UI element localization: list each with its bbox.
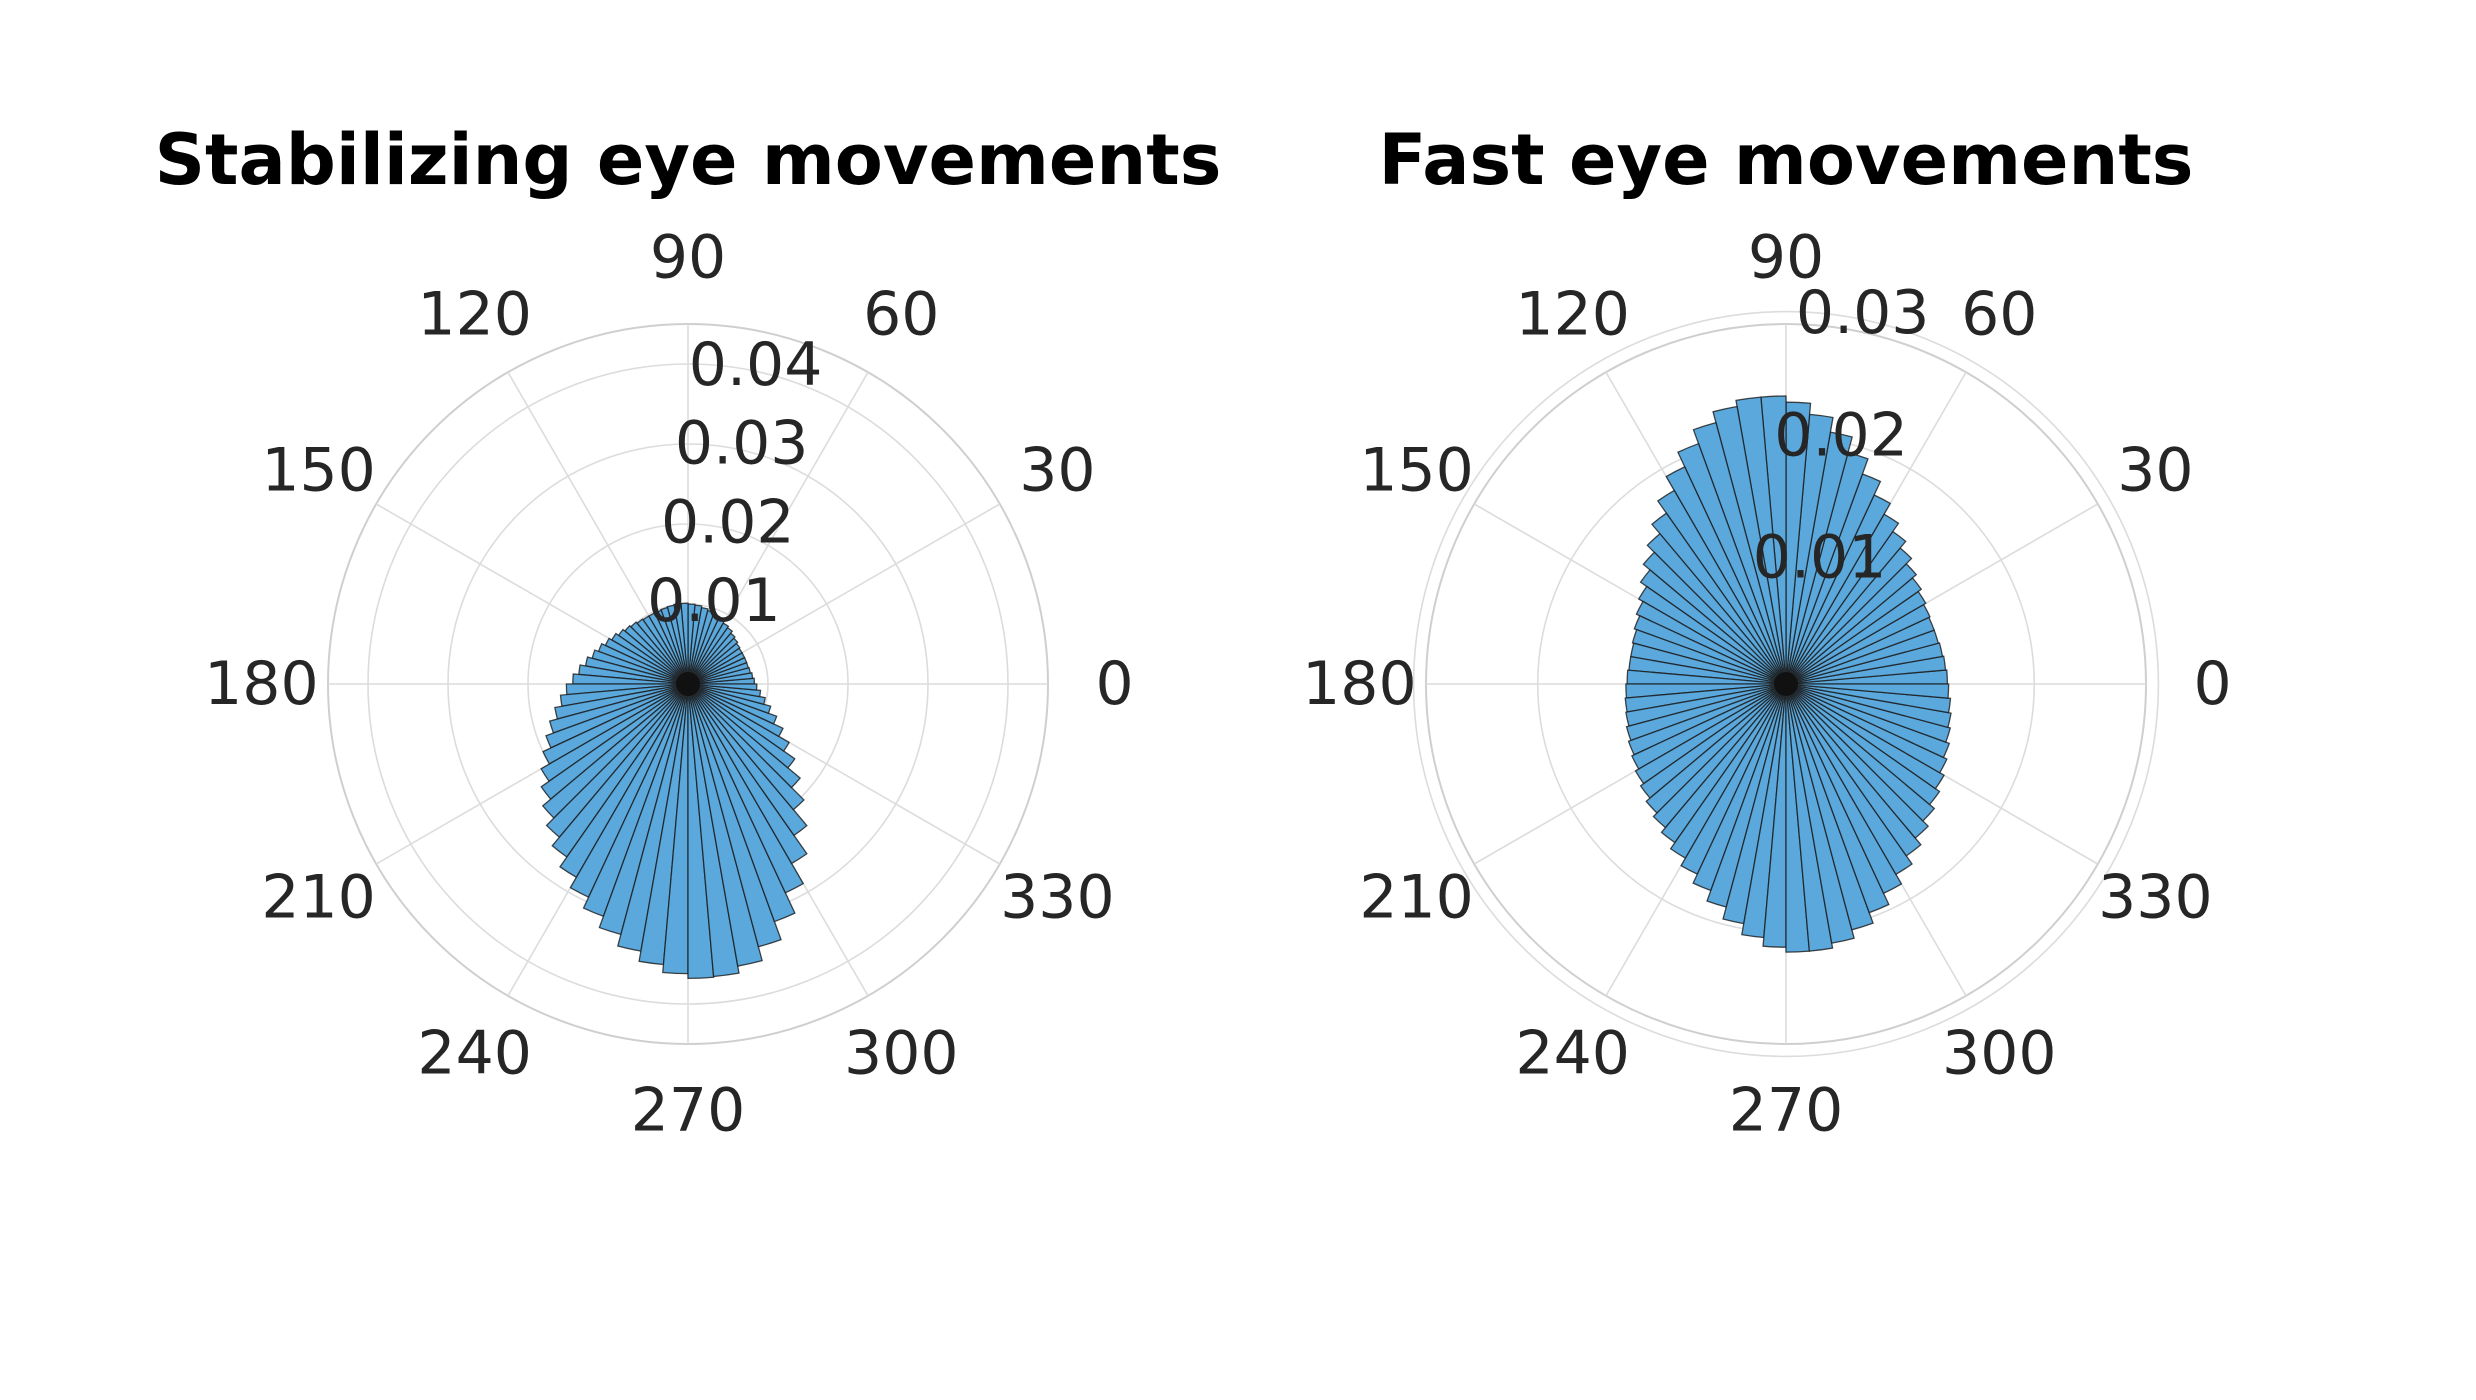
fast-bar-152.5 bbox=[1635, 600, 1787, 685]
fast-bar-162.5 bbox=[1631, 628, 1787, 685]
fast-center-hub bbox=[1774, 672, 1798, 696]
fast-bar-332.5 bbox=[1785, 683, 1948, 774]
stabilizing-theta-tick-150: 150 bbox=[261, 436, 376, 506]
stabilizing-bar-297.5 bbox=[687, 683, 805, 894]
fast-theta-tick-300: 300 bbox=[1942, 1018, 2057, 1088]
stabilizing-radial-tick-0.01: 0.01 bbox=[647, 566, 781, 636]
stabilizing-radial-tick-0.04: 0.04 bbox=[689, 330, 823, 400]
stabilizing-bar-327.5 bbox=[687, 683, 791, 752]
fast-theta-tick-240: 240 bbox=[1515, 1018, 1630, 1088]
fast-bar-327.5 bbox=[1785, 683, 1945, 790]
fast-bar-352.5 bbox=[1785, 683, 1952, 714]
fast-bar-342.5 bbox=[1785, 683, 1952, 744]
fast-theta-tick-90: 90 bbox=[1748, 222, 1824, 292]
fast-polar-chart: 0 30 60 90 120 150 180 210 240 270 300 330 0.01 0.02 0… bbox=[1302, 119, 2232, 1146]
stabilizing-theta-tick-240: 240 bbox=[417, 1018, 532, 1088]
stabilizing-theta-tick-180: 180 bbox=[204, 649, 319, 719]
stabilizing-bar-337.5 bbox=[687, 683, 778, 725]
fast-bar-337.5 bbox=[1785, 683, 1951, 759]
fast-radial-tick-0.02: 0.02 bbox=[1774, 401, 1908, 471]
fast-labels: 0 30 60 90 120 150 180 210 240 270 300 330 0.01 0.02 0… bbox=[1302, 222, 2232, 1145]
fast-bar-117.5 bbox=[1665, 465, 1787, 685]
stabilizing-theta-tick-0: 0 bbox=[1096, 649, 1134, 719]
fast-bars bbox=[1624, 395, 1952, 953]
stabilizing-labels: 0 30 60 90 120 150 180 210 240 270 300 330 0.01 0.02 0… bbox=[204, 222, 1134, 1145]
fast-bar-157.5 bbox=[1633, 614, 1787, 685]
stabilizing-theta-tick-300: 300 bbox=[844, 1018, 959, 1088]
fast-bar-112.5 bbox=[1677, 442, 1787, 685]
fast-grid-circle bbox=[1412, 310, 2160, 1058]
stabilizing-radial-tick-0.03: 0.03 bbox=[675, 409, 809, 479]
stabilizing-bar-332.5 bbox=[687, 683, 784, 738]
stabilizing-bar-302.5 bbox=[687, 683, 808, 865]
fast-radial-tick-0.01: 0.01 bbox=[1753, 523, 1887, 593]
stabilizing-bar-317.5 bbox=[687, 683, 802, 789]
fast-bar-292.5 bbox=[1785, 683, 1890, 914]
fast-theta-tick-0: 0 bbox=[2194, 649, 2232, 719]
fast-bar-142.5 bbox=[1639, 568, 1787, 685]
fast-bar-122.5 bbox=[1656, 489, 1787, 685]
stabilizing-theta-tick-90: 90 bbox=[650, 222, 726, 292]
fast-bar-347.5 bbox=[1785, 683, 1952, 729]
fast-theta-tick-30: 30 bbox=[2117, 436, 2193, 506]
stabilizing-polar-chart: 0 30 60 90 120 150 180 210 240 270 300 330 0.01 0.02 0… bbox=[155, 119, 1222, 1146]
fast-theta-tick-210: 210 bbox=[1359, 862, 1474, 932]
stabilizing-bar-342.5 bbox=[687, 683, 772, 715]
fast-bar-312.5 bbox=[1785, 683, 1930, 839]
fast-theta-tick-330: 330 bbox=[2098, 862, 2213, 932]
stabilizing-theta-tick-120: 120 bbox=[417, 280, 532, 350]
fast-theta-tick-180: 180 bbox=[1302, 649, 1417, 719]
stabilizing-radial-tick-0.02: 0.02 bbox=[661, 487, 795, 557]
stabilizing-theta-tick-60: 60 bbox=[863, 280, 939, 350]
fast-bar-127.5 bbox=[1651, 512, 1787, 685]
fast-bar-317.5 bbox=[1785, 683, 1936, 822]
stabilizing-bar-322.5 bbox=[687, 683, 796, 769]
stabilizing-bars bbox=[540, 602, 808, 980]
fast-bar-322.5 bbox=[1785, 683, 1941, 806]
fast-radial-tick-0.03: 0.03 bbox=[1796, 278, 1930, 348]
stabilizing-center-hub bbox=[676, 672, 700, 696]
stabilizing-theta-tick-270: 270 bbox=[631, 1076, 746, 1146]
stabilizing-theta-tick-210: 210 bbox=[261, 862, 376, 932]
stabilizing-theta-tick-30: 30 bbox=[1019, 436, 1095, 506]
stabilizing-theta-tick-330: 330 bbox=[1000, 862, 1115, 932]
fast-bar-137.5 bbox=[1642, 551, 1787, 685]
stabilizing-bar-357.5 bbox=[687, 683, 758, 691]
stabilizing-bar-292.5 bbox=[687, 683, 796, 923]
stabilizing-bar-312.5 bbox=[687, 683, 805, 811]
fast-bar-302.5 bbox=[1785, 683, 1913, 876]
fast-bar-132.5 bbox=[1646, 532, 1787, 685]
fast-bar-297.5 bbox=[1785, 683, 1903, 895]
stabilizing-bar-347.5 bbox=[687, 683, 766, 706]
fast-theta-tick-270: 270 bbox=[1729, 1076, 1844, 1146]
fast-bar-147.5 bbox=[1637, 585, 1787, 685]
fast-theta-tick-150: 150 bbox=[1359, 436, 1474, 506]
fast-theta-tick-60: 60 bbox=[1961, 280, 2037, 350]
fast-theta-tick-120: 120 bbox=[1515, 280, 1630, 350]
fast-bar-357.5 bbox=[1785, 683, 1950, 699]
stabilizing-bar-307.5 bbox=[687, 683, 808, 837]
stabilizing-bar-352.5 bbox=[687, 683, 762, 698]
fast-chart-title: Fast eye movements bbox=[1379, 119, 2194, 201]
fast-bar-307.5 bbox=[1785, 683, 1922, 857]
stabilizing-chart-title: Stabilizing eye movements bbox=[155, 119, 1222, 201]
